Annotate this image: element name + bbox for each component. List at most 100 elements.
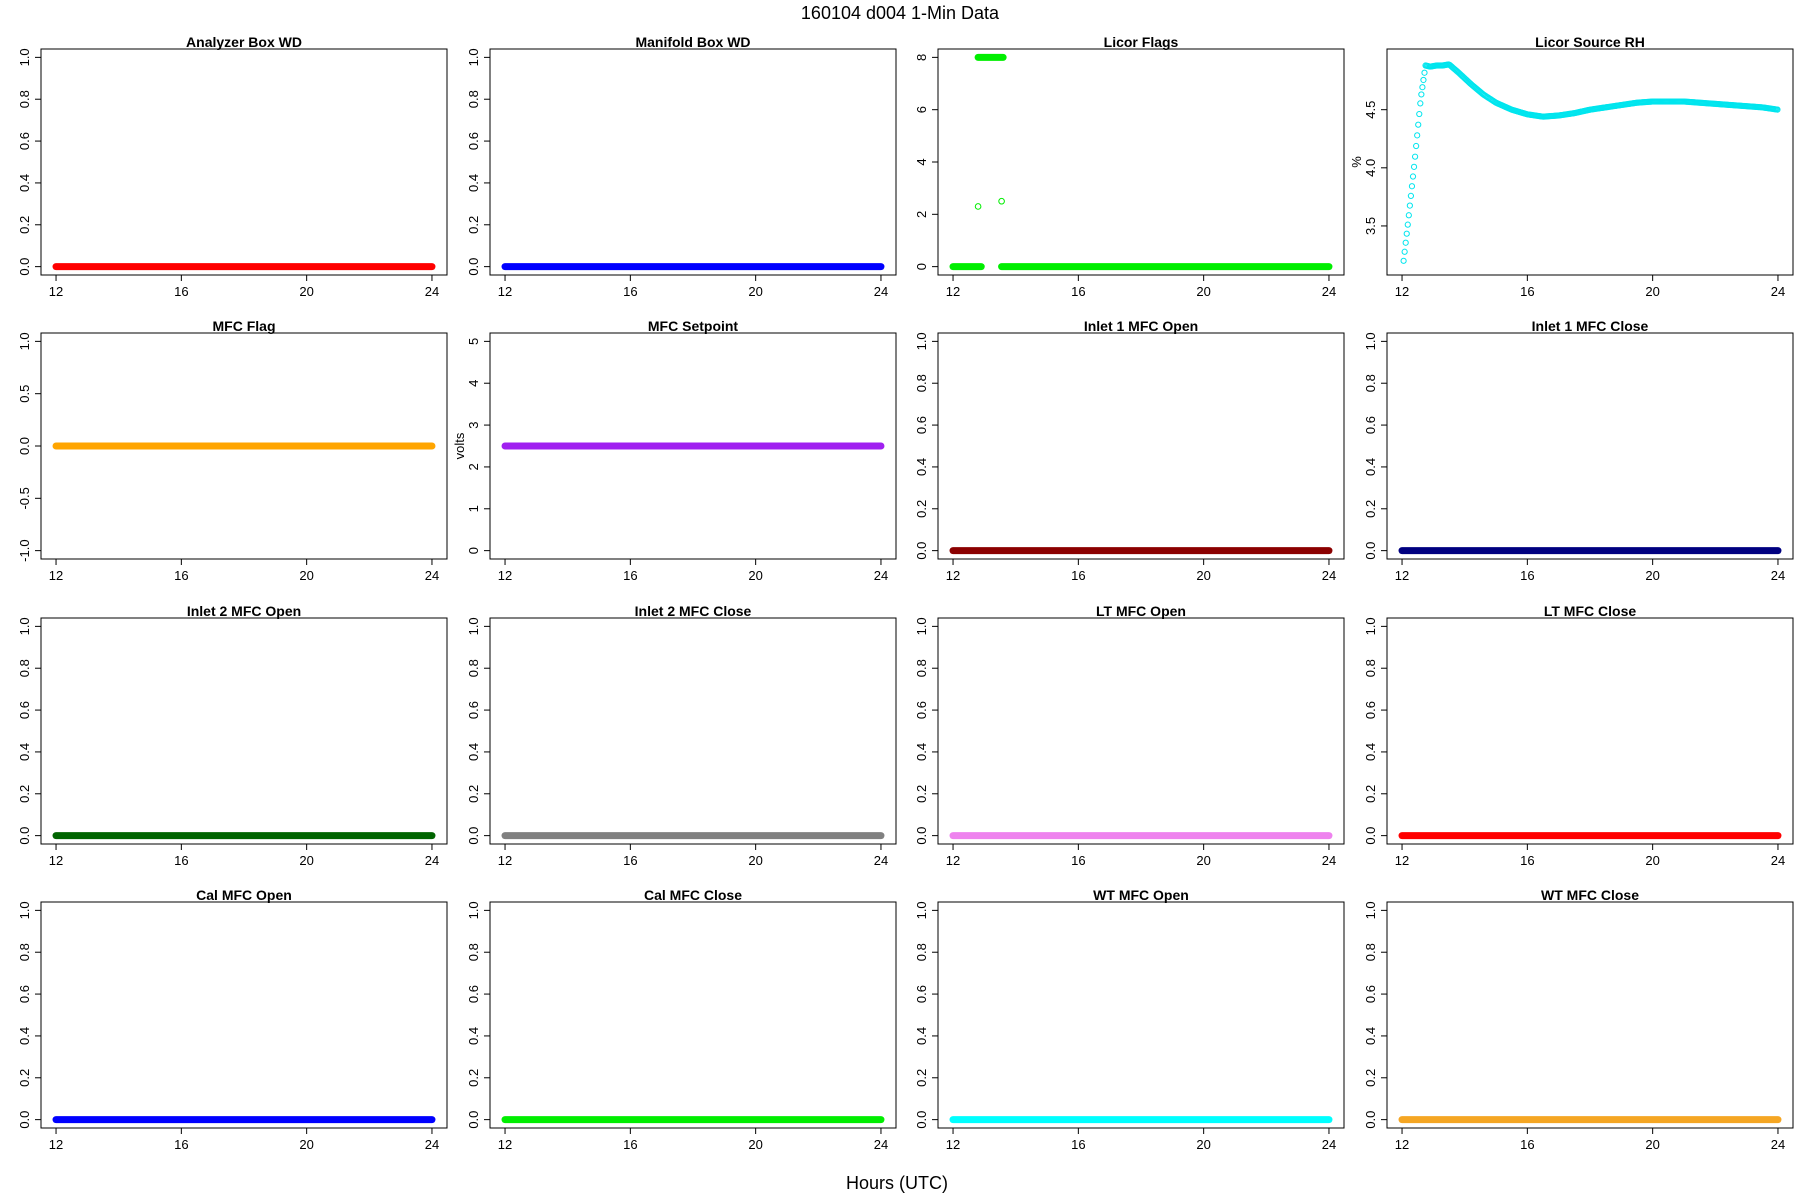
- panel-title: Inlet 2 MFC Close: [635, 603, 752, 619]
- y-axis-label: volts: [452, 432, 467, 459]
- y-tick-label: 0.4: [17, 1027, 32, 1045]
- y-tick-label: -1.0: [17, 539, 32, 561]
- panel-frame: [489, 48, 897, 276]
- y-tick-label: 0.0: [466, 258, 481, 276]
- data-point: [974, 203, 982, 210]
- y-tick-label: 0.6: [466, 701, 481, 719]
- x-tick-label: 12: [49, 1137, 63, 1152]
- y-tick-label: 0.6: [466, 985, 481, 1003]
- y-tick-label: 0: [466, 547, 481, 554]
- x-tick-label: 24: [425, 284, 439, 299]
- y-tick-label: 5: [466, 338, 481, 345]
- x-tick-label: 16: [174, 568, 188, 583]
- panel-frame: [937, 332, 1345, 560]
- data-point: [1420, 76, 1427, 84]
- y-tick-label: 0.0: [1363, 827, 1378, 845]
- y-tick-label: 0.6: [17, 132, 32, 150]
- y-tick-label: 0.4: [1363, 458, 1378, 476]
- x-tick-label: 20: [748, 284, 762, 299]
- panel-title: MFC Flag: [213, 318, 276, 334]
- x-tick-label: 16: [1071, 853, 1085, 868]
- x-tick-label: 20: [1196, 568, 1210, 583]
- y-tick-label: 0.6: [914, 701, 929, 719]
- x-tick-label: 20: [299, 853, 313, 868]
- data-point: [998, 197, 1005, 205]
- y-tick-label: 0.8: [17, 659, 32, 677]
- data-point: [1418, 91, 1425, 98]
- data-point: [1408, 183, 1416, 190]
- y-tick-label: 1.0: [1363, 617, 1378, 635]
- data-layer: [1400, 61, 1781, 264]
- panel-frame: [1386, 332, 1794, 560]
- y-tick-label: 0.0: [17, 1111, 32, 1129]
- data-point: [1407, 192, 1415, 200]
- y-tick-label: 0.2: [914, 1069, 929, 1087]
- x-tick-label: 12: [1395, 284, 1409, 299]
- y-tick-label: 0: [914, 263, 929, 270]
- figure-xlabel: Hours (UTC): [846, 1173, 948, 1193]
- y-tick-label: 0.4: [914, 458, 929, 476]
- x-tick-label: 12: [498, 853, 512, 868]
- data-point: [1404, 221, 1411, 228]
- y-tick-label: -0.5: [17, 487, 32, 509]
- panel-9: Inlet 2 MFC Open 12 16 20 24 0.0 0.2 0.4 0.6 0.8 1…: [17, 603, 448, 868]
- data-point: [1414, 132, 1421, 139]
- y-tick-label: 0.8: [466, 90, 481, 108]
- panel-frame: [937, 48, 1345, 276]
- y-tick-label: 0.0: [17, 258, 32, 276]
- y-tick-label: 1.0: [914, 332, 929, 350]
- y-tick-label: 1.0: [17, 901, 32, 919]
- data-point: [1409, 173, 1417, 180]
- panel-1: Analyzer Box WD 12 16 20 24 0.0 0.2 0.4 0.6 0.8 1.…: [17, 34, 448, 299]
- y-tick-label: 0.8: [17, 90, 32, 108]
- y-tick-label: 0.8: [914, 659, 929, 677]
- y-tick-label: 2: [914, 211, 929, 218]
- x-tick-label: 24: [1322, 284, 1336, 299]
- y-tick-label: 0.2: [914, 500, 929, 518]
- x-tick-label: 16: [174, 853, 188, 868]
- x-tick-label: 24: [874, 568, 888, 583]
- panel-title: LT MFC Close: [1544, 603, 1637, 619]
- y-tick-label: 0.2: [17, 216, 32, 234]
- x-tick-label: 12: [1395, 1137, 1409, 1152]
- x-tick-label: 16: [1071, 1137, 1085, 1152]
- y-tick-label: 0.6: [1363, 416, 1378, 434]
- panel-frame: [1386, 901, 1794, 1129]
- y-tick-label: 1.0: [914, 901, 929, 919]
- x-tick-label: 16: [623, 853, 637, 868]
- y-tick-label: 4: [914, 158, 929, 165]
- panel-title: Analyzer Box WD: [186, 34, 302, 50]
- data-point: [1403, 230, 1410, 237]
- data-point: [1774, 106, 1781, 113]
- y-tick-label: 0.2: [1363, 1069, 1378, 1087]
- data-point: [1401, 248, 1408, 255]
- y-axis-label: %: [1349, 156, 1364, 168]
- y-tick-label: 1.0: [17, 617, 32, 635]
- x-tick-label: 16: [623, 568, 637, 583]
- x-tick-label: 20: [1196, 284, 1210, 299]
- y-tick-label: 1.0: [17, 332, 32, 350]
- y-tick-label: 0.2: [1363, 500, 1378, 518]
- panel-frame: [40, 617, 448, 845]
- figure-title: 160104 d004 1-Min Data: [801, 3, 1000, 23]
- x-tick-label: 20: [299, 284, 313, 299]
- y-tick-label: 0.4: [1363, 743, 1378, 761]
- x-tick-label: 12: [946, 1137, 960, 1152]
- panel-5: MFC Flag 12 16 20 24 -1.0 -0.5 0.0 0.5 1.0: [17, 318, 448, 583]
- y-tick-label: 0.0: [17, 827, 32, 845]
- x-tick-label: 12: [946, 853, 960, 868]
- panel-frame: [40, 901, 448, 1129]
- y-tick-label: 0.4: [466, 1027, 481, 1045]
- x-tick-label: 12: [49, 568, 63, 583]
- panel-16: WT MFC Close 12 16 20 24 0.0 0.2 0.4 0.6 0.8 1.0: [1363, 887, 1794, 1152]
- y-tick-label: 0.6: [1363, 985, 1378, 1003]
- y-tick-label: 0.4: [17, 174, 32, 192]
- panel-title: Licor Flags: [1104, 34, 1179, 50]
- panel-13: Cal MFC Open 12 16 20 24 0.0 0.2 0.4 0.6 0.8 1.0: [17, 887, 448, 1152]
- x-tick-label: 20: [1196, 1137, 1210, 1152]
- y-tick-label: 3.5: [1363, 217, 1378, 235]
- x-tick-label: 16: [174, 1137, 188, 1152]
- y-tick-label: 0.4: [17, 743, 32, 761]
- data-point: [1411, 153, 1419, 160]
